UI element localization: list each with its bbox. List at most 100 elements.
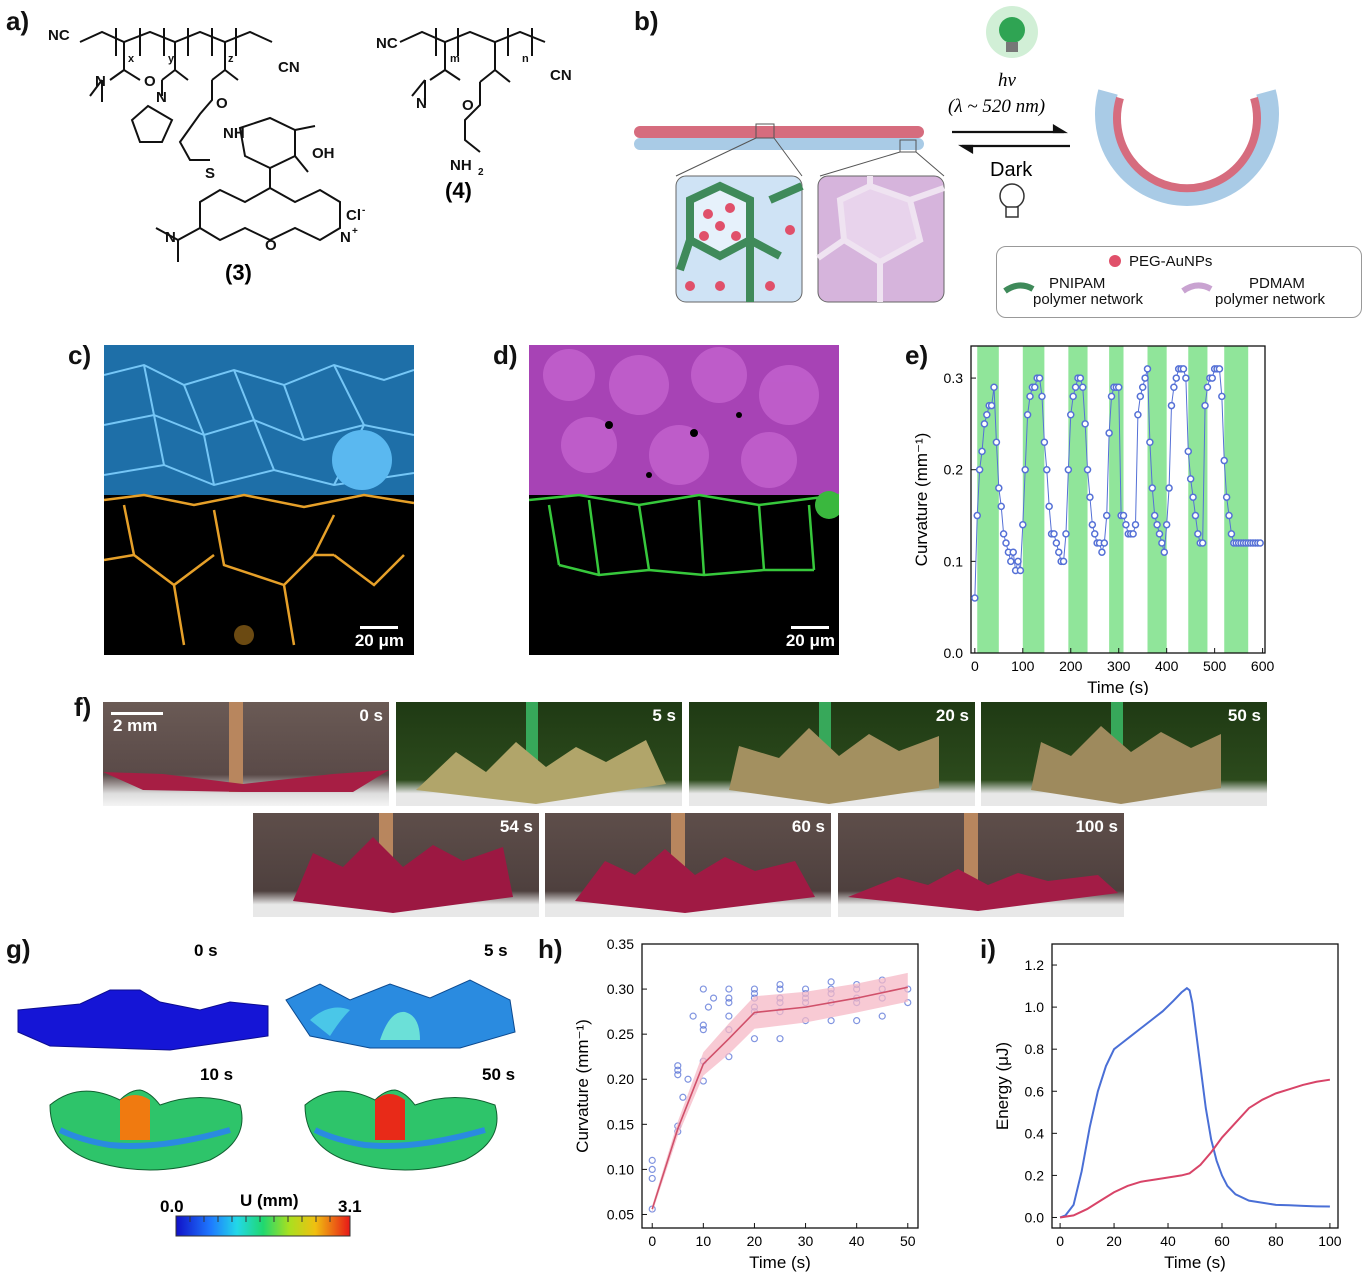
curvature-point <box>1134 410 1142 419</box>
curvature-point <box>1203 383 1212 391</box>
scalebar-f-label: 2 mm <box>113 716 158 735</box>
oh-label: OH <box>312 145 335 162</box>
hv-label: hν <box>998 70 1017 91</box>
sim-time-0: 0 s <box>194 941 218 960</box>
trial-point <box>750 1035 759 1043</box>
curvature-point <box>1141 374 1149 382</box>
n-atom-amide: N <box>95 73 106 90</box>
mean-curvature-line <box>651 986 908 1210</box>
actuation-schematic: hν (λ ~ 520 nm) Dark <box>634 6 1279 303</box>
pnipam-legend-sublabel: polymer network <box>1033 291 1144 308</box>
chart-i-y-tick-label: 1.2 <box>1025 957 1045 973</box>
trial-point <box>776 980 784 989</box>
colorbar-max: 3.1 <box>338 1197 362 1216</box>
o-atom-xanthene: O <box>265 237 277 254</box>
curvature-point <box>1182 374 1190 382</box>
chart-e-x-tick-label: 400 <box>1155 658 1179 674</box>
trial-point <box>827 1017 835 1025</box>
curvature-point <box>1170 383 1178 391</box>
curvature-point <box>1107 392 1116 401</box>
curvature-point <box>1122 520 1130 529</box>
chart-i-x-tick-label: 0 <box>1056 1233 1064 1249</box>
curvature-point <box>1129 530 1137 538</box>
curvature-point <box>1071 383 1080 391</box>
curvature-point <box>1081 420 1089 428</box>
curvature-point <box>1218 392 1226 401</box>
chart-e-x-tick-label: 300 <box>1107 658 1131 674</box>
curvature-point <box>1100 539 1109 547</box>
curvature-point <box>1153 520 1161 529</box>
curvature-point <box>1023 410 1032 419</box>
sub-z: z <box>228 53 234 65</box>
curvature-point <box>999 530 1008 538</box>
time-label-f6: 60 s <box>791 817 825 836</box>
trial-point <box>699 1021 707 1029</box>
curvature-point <box>1040 438 1049 446</box>
curvature-point <box>1184 447 1193 456</box>
curvature-point <box>1038 392 1046 401</box>
curvature-point <box>1148 484 1157 492</box>
curvature-point <box>987 401 996 410</box>
curvature-point <box>1146 438 1154 446</box>
n-plus-atom: N <box>340 229 351 246</box>
curvature-point <box>1215 365 1224 373</box>
chart-h-y-tick-label: 0.20 <box>607 1071 634 1087</box>
panel-label-c: c) <box>68 340 92 370</box>
chart-h-x-tick-label: 30 <box>798 1233 814 1249</box>
curvature-point <box>1050 530 1058 538</box>
curvature-point <box>1227 530 1236 538</box>
chart-e-plot-frame <box>970 345 1266 654</box>
light-on-band <box>1224 346 1249 653</box>
trial-point <box>827 978 835 986</box>
pdmam-legend-sublabel: polymer network <box>1215 291 1326 308</box>
trial-point <box>699 1026 707 1034</box>
o-atom-4: O <box>462 97 474 114</box>
scalebar-f <box>111 712 163 715</box>
trial-point <box>648 1165 656 1173</box>
nh2-subscript: 2 <box>478 167 484 178</box>
curvature-point <box>1186 475 1195 483</box>
curvature-point <box>1131 520 1140 529</box>
curvature-point <box>1090 530 1099 538</box>
chart-h-y-tick-label: 0.30 <box>607 981 634 997</box>
curvature-point <box>1167 401 1176 410</box>
panel-label-i: i) <box>980 934 996 964</box>
curvature-point <box>1194 530 1202 538</box>
panel-label-h: h) <box>538 934 563 964</box>
pdmam-legend-label: PDMAM <box>1249 275 1305 292</box>
s-atom: S <box>205 165 215 182</box>
curvature-point <box>1102 511 1111 520</box>
curvature-point <box>990 383 998 391</box>
nh-label: NH <box>223 125 245 142</box>
trial-point <box>704 1003 713 1011</box>
sim-time-5: 5 s <box>484 941 508 960</box>
chart-i-x-tick-label: 80 <box>1268 1233 1284 1249</box>
light-on-icon <box>986 6 1038 58</box>
fea-simulations: 0 s 5 s 10 s 50 s U (mm) 0.0 3.1 <box>17 941 516 1237</box>
sim-5s <box>285 979 516 1049</box>
chart-h-plot-frame <box>641 943 919 1229</box>
pnipam-inset <box>675 175 804 303</box>
chart-i-y-axis-label: Energy (μJ) <box>993 1042 1012 1130</box>
trial-point <box>709 994 718 1002</box>
trial-point <box>725 999 733 1007</box>
curvature-point <box>1160 548 1169 556</box>
photo-f-54s: 54 s <box>253 813 539 917</box>
curvature-point <box>1225 511 1233 520</box>
panel-label-a: a) <box>6 6 30 36</box>
curvature-point <box>1045 502 1053 511</box>
displacement-colorbar <box>175 1215 351 1237</box>
chart-e-x-tick-label: 200 <box>1059 658 1083 674</box>
curvature-point <box>1162 520 1171 529</box>
fiber-icon <box>229 702 243 792</box>
nc-label-4: NC <box>376 35 398 52</box>
curvature-point <box>1256 539 1264 547</box>
sub-y: y <box>168 53 175 65</box>
chart-h-x-tick-label: 50 <box>900 1233 916 1249</box>
light-on-band <box>1109 346 1124 653</box>
photo-f-0s: 2 mm 0 s <box>103 702 389 806</box>
scalebar-d-label: 20 μm <box>785 631 835 650</box>
chemical-structures: NC CN x y z N O N O NH S OH O Cl - N + N… <box>48 27 572 285</box>
colorbar-min: 0.0 <box>160 1197 184 1216</box>
curvature-point <box>1083 465 1092 474</box>
